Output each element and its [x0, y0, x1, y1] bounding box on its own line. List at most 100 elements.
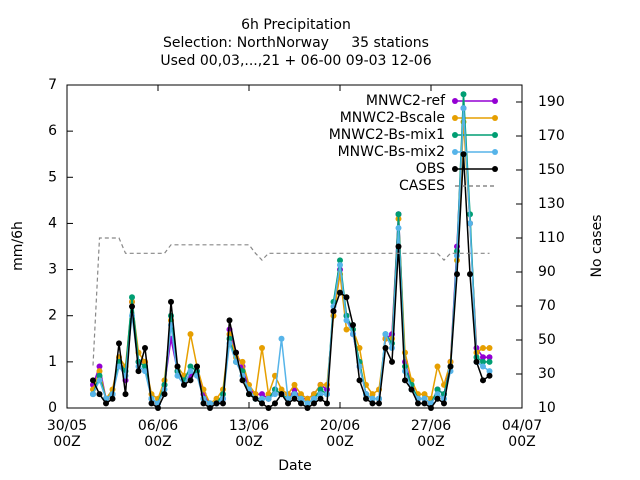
data-point	[415, 400, 421, 407]
data-point	[168, 298, 174, 305]
x-axis-label: Date	[278, 458, 311, 474]
legend-label: CASES	[399, 178, 445, 194]
data-point	[226, 317, 233, 324]
data-point	[337, 257, 343, 264]
data-point	[343, 326, 350, 333]
y-tick-label: 6	[48, 123, 57, 139]
data-point	[447, 363, 454, 370]
x-tick-label-line: 20/06	[320, 418, 360, 434]
data-point	[363, 395, 369, 402]
data-point	[337, 289, 343, 296]
data-point	[259, 345, 265, 352]
data-point	[356, 345, 363, 352]
data-point	[434, 363, 441, 370]
data-point	[181, 381, 187, 388]
y2-axis-label: No cases	[589, 215, 605, 278]
y2-tick-label: 150	[538, 162, 565, 178]
data-point	[480, 358, 486, 365]
data-point	[311, 395, 317, 402]
data-point	[486, 368, 493, 375]
y2-tick-label: 50	[538, 332, 556, 348]
legend-marker	[452, 98, 458, 104]
x-tick-label: 13/06 00Z	[229, 418, 269, 450]
data-point	[324, 400, 330, 407]
data-point	[116, 340, 122, 347]
data-point	[434, 391, 441, 398]
x-tick-label-line: 04/07	[502, 418, 542, 434]
y2-tick-label: 70	[538, 298, 556, 314]
data-point	[122, 391, 129, 398]
data-point	[350, 331, 356, 338]
x-tick-label-line: 00Z	[508, 434, 535, 450]
data-point	[421, 400, 428, 407]
data-point	[369, 400, 376, 407]
x-tick-label: 27/06 00Z	[411, 418, 451, 450]
data-point	[298, 391, 304, 398]
data-point	[304, 395, 311, 402]
chart-subtitle: Selection: NorthNorway 35 stations	[163, 35, 429, 51]
y2-tick-label: 170	[538, 128, 565, 144]
data-point	[265, 395, 272, 402]
data-point	[486, 345, 493, 352]
x-tick-label-line: 30/05	[47, 418, 87, 434]
data-point	[395, 211, 402, 218]
data-point	[311, 400, 317, 407]
y2-tick-label: 190	[538, 94, 565, 110]
data-point	[480, 377, 486, 384]
data-point	[278, 386, 285, 393]
legend-marker	[452, 115, 458, 121]
data-point	[272, 400, 278, 407]
data-point	[213, 400, 220, 407]
y-tick-label: 1	[48, 354, 57, 370]
x-tick-label-line: 06/06	[138, 418, 178, 434]
data-point	[402, 377, 408, 384]
data-point	[116, 363, 122, 370]
legend-label: MNWC2-Bs-mix1	[329, 127, 445, 143]
legend-marker	[492, 166, 498, 172]
x-tick-label-line: 00Z	[235, 434, 262, 450]
data-point	[486, 354, 493, 361]
data-point	[187, 368, 194, 375]
data-point	[441, 400, 447, 407]
data-point	[272, 391, 278, 398]
data-point	[304, 400, 311, 407]
data-point	[259, 395, 265, 402]
data-point	[480, 345, 486, 352]
data-point	[96, 377, 103, 384]
x-tick-label-line: 00Z	[53, 434, 80, 450]
data-point	[434, 395, 441, 402]
data-point	[356, 377, 363, 384]
data-point	[129, 294, 135, 301]
data-point	[252, 395, 259, 402]
data-point	[317, 395, 324, 402]
data-point	[90, 391, 96, 398]
y-tick-label: 0	[48, 400, 57, 416]
x-tick-label: 20/06 00Z	[320, 418, 360, 450]
legend-marker	[492, 149, 498, 155]
data-point	[317, 386, 324, 393]
data-point	[148, 400, 155, 407]
data-point	[187, 331, 194, 338]
x-tick-label-line: 13/06	[229, 418, 269, 434]
y2-tick-label: 130	[538, 196, 565, 212]
data-point	[265, 405, 272, 411]
legend-marker	[492, 98, 498, 104]
data-point	[389, 358, 395, 365]
data-point	[460, 105, 467, 112]
legend-label: MNWC-Bs-mix2	[338, 144, 445, 160]
y-tick-label: 3	[48, 262, 57, 278]
y2-tick-label: 90	[538, 264, 556, 280]
data-point	[291, 391, 298, 398]
data-point	[96, 372, 103, 379]
y2-tick-label: 110	[538, 230, 565, 246]
y-tick-label: 2	[48, 308, 57, 324]
data-point	[317, 391, 324, 398]
data-point	[376, 400, 382, 407]
data-point	[480, 363, 486, 370]
data-point	[350, 321, 356, 328]
legend-marker	[452, 149, 458, 155]
series-line	[92, 237, 490, 366]
data-point	[395, 243, 402, 250]
data-point	[246, 391, 252, 398]
